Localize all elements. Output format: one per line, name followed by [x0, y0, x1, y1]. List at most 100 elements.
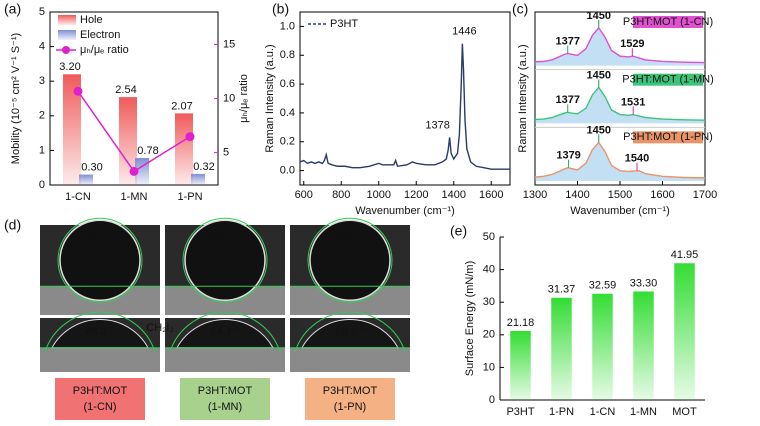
x-tick-label: 1700 [693, 189, 717, 201]
peak-label: 1379 [556, 150, 580, 162]
sample-label: (1-MN) [208, 401, 242, 413]
substrate [165, 347, 285, 372]
x-tick-label: 1-CN [590, 406, 616, 418]
y-tick-label: 0.2 [280, 136, 295, 148]
bar [63, 74, 81, 185]
droplet-outline [294, 311, 406, 352]
legend-label: P3HT:MOT (1-PN) [623, 131, 713, 143]
x-tick-label: 1-MN [121, 191, 148, 203]
peak-label: 1446 [452, 26, 476, 38]
fit-area [535, 142, 705, 181]
y-tick-label: 0.6 [280, 78, 295, 90]
droplet-outline [169, 311, 281, 352]
droplet [184, 219, 266, 301]
droplet-outline [307, 217, 393, 303]
peak-label: 1531 [621, 96, 645, 108]
peak-label: 1450 [587, 124, 611, 136]
legend-swatch [62, 46, 70, 54]
value-label: 21.18 [507, 317, 535, 329]
legend-label: P3HT:MOT (1-MN) [622, 74, 713, 86]
y-tick-label: 50 [483, 231, 495, 243]
legend-label: Hole [80, 14, 103, 26]
y-tick-label: 0.8 [280, 49, 295, 61]
y-tick-label: 30 [483, 296, 495, 308]
bar [592, 293, 613, 400]
value-label: 0.32 [193, 161, 214, 173]
x-tick-label: 1400 [442, 189, 466, 201]
y-tick-label: 4 [39, 41, 45, 53]
x-tick-label: 1600 [479, 189, 503, 201]
legend-label: Electron [80, 29, 120, 41]
droplet [176, 319, 274, 349]
droplet-outline [182, 217, 268, 303]
liquid-label: CH₂I₂ [146, 322, 173, 334]
x-tick-label: 1-PN [177, 191, 202, 203]
sample-label: (1-CN) [84, 401, 117, 413]
legend-box [633, 16, 703, 28]
bar [633, 291, 654, 400]
y-axis-label: Mobility (10⁻⁵ cm² V⁻¹ S⁻¹) [10, 33, 22, 164]
bar [191, 173, 205, 185]
droplet [301, 319, 399, 349]
y2-tick-label: 15 [223, 38, 235, 50]
value-label: 41.95 [671, 249, 699, 261]
droplet-outline [57, 217, 143, 303]
y-tick-label: 0 [39, 179, 45, 191]
sample-label: P3HT:MOT [73, 385, 128, 397]
value-label: 2.54 [115, 84, 136, 96]
substrate [290, 347, 410, 372]
value-label: 33.30 [630, 277, 658, 289]
droplet [309, 219, 391, 301]
peak-label: 1540 [625, 153, 649, 165]
value-label: 0.78 [137, 145, 158, 157]
x-tick-label: 1000 [367, 189, 391, 201]
legend-label: P3HT [330, 18, 358, 30]
contact-angle: 106.4 ° [208, 233, 243, 245]
sample-box [55, 378, 145, 420]
bar [551, 297, 572, 400]
bar [510, 330, 531, 400]
legend-swatch [58, 30, 76, 40]
peak-label: 1450 [587, 10, 611, 22]
y-tick-label: 1.0 [280, 20, 295, 32]
legend-swatch [58, 15, 76, 25]
y-axis-label: Raman Intensity (a.u.) [517, 44, 529, 152]
sample-label: P3HT:MOT [198, 385, 253, 397]
y-tick-label: 0 [489, 394, 495, 406]
x-tick-label: 1500 [608, 189, 632, 201]
y-tick-label: 3 [39, 75, 45, 87]
value-label: 31.37 [548, 284, 576, 296]
legend-box [633, 131, 703, 144]
y-tick-label: 5 [39, 6, 45, 18]
value-label: 32.59 [589, 280, 617, 292]
peak-label: 1529 [620, 38, 644, 50]
fit-area [535, 27, 705, 66]
bar [79, 174, 93, 185]
x-tick-label: MOT [672, 406, 697, 418]
sample-box [305, 378, 395, 420]
y-tick-label: 0.0 [280, 164, 295, 176]
panel-label: (c) [512, 1, 528, 17]
contact-angle: 58.2 ° [336, 326, 365, 338]
sample-label: P3HT:MOT [323, 385, 378, 397]
x-tick-label: 1-CN [65, 191, 91, 203]
contact-angle: 109.1 ° [83, 233, 118, 245]
droplet-outline [44, 311, 156, 352]
x-tick-label: 1-MN [630, 406, 657, 418]
y-axis-label: Surface Energy (mN/m) [464, 261, 476, 377]
panel-label: (e) [450, 223, 467, 239]
contact-angle: 48.3 ° [86, 326, 115, 338]
contact-angle: 103.7° [334, 233, 366, 245]
y2-tick-label: 5 [223, 146, 229, 158]
value-label: 0.30 [81, 162, 102, 174]
legend-box [633, 73, 703, 86]
value-label: 3.20 [59, 61, 80, 73]
bar [119, 97, 137, 185]
contact-angle: 54.7 ° [211, 326, 240, 338]
y-axis-label: Raman Intensity (a.u.) [264, 44, 276, 152]
y-tick-label: 1 [39, 144, 45, 156]
peak-label: 1450 [587, 69, 611, 81]
peak-label: 1377 [555, 94, 579, 106]
value-label: 2.07 [171, 100, 192, 112]
x-tick-label: 1300 [523, 189, 547, 201]
